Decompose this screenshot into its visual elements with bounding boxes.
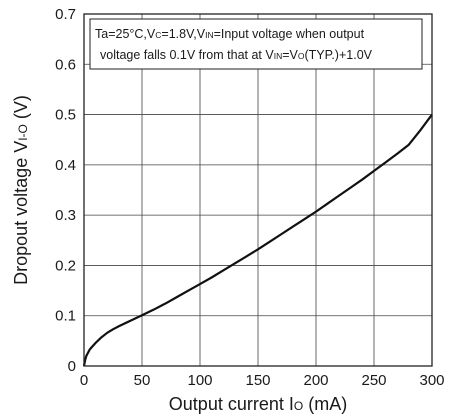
x-tick-label: 150	[245, 372, 270, 389]
y-tick-label: 0.3	[55, 207, 76, 224]
y-tick-label: 0.7	[55, 6, 76, 23]
x-tick-label: 0	[80, 372, 88, 389]
annotation-frame	[89, 18, 423, 70]
y-tick-labels: 0 0.1 0.2 0.3 0.4 0.5 0.6 0.7	[55, 6, 76, 375]
plot-frame	[83, 13, 433, 367]
y-axis-title: Dropout voltage VI-O (V)	[11, 95, 31, 285]
x-tick-label: 100	[187, 372, 212, 389]
dropout-voltage-curve	[82, 113, 433, 367]
y-tick-label: 0.5	[55, 107, 76, 124]
x-tick-label: 250	[361, 372, 386, 389]
data-series	[82, 113, 433, 367]
x-tick-label: 200	[303, 372, 328, 389]
annotation-text: voltage falls 0.1V from that at VIN=VO(T…	[100, 48, 373, 62]
annotation-box: Ta=25°C,VC=1.8V,VIN=Input voltage when o…	[89, 18, 423, 70]
y-tick-label: 0.1	[55, 308, 76, 325]
x-tick-label: 300	[419, 372, 444, 389]
y-tick-label: 0.6	[55, 56, 76, 73]
annotation-text: Ta=25°C,VC=1.8V,VIN=Input voltage when o…	[95, 27, 365, 41]
x-tick-labels: 0 50 100 150 200 250 300	[80, 372, 445, 389]
x-tick-label: 50	[134, 372, 151, 389]
y-tick-label: 0	[68, 358, 76, 375]
y-tick-label: 0.2	[55, 257, 76, 274]
y-tick-label: 0.4	[55, 157, 76, 174]
x-axis-title: Output current IO (mA)	[169, 394, 347, 414]
